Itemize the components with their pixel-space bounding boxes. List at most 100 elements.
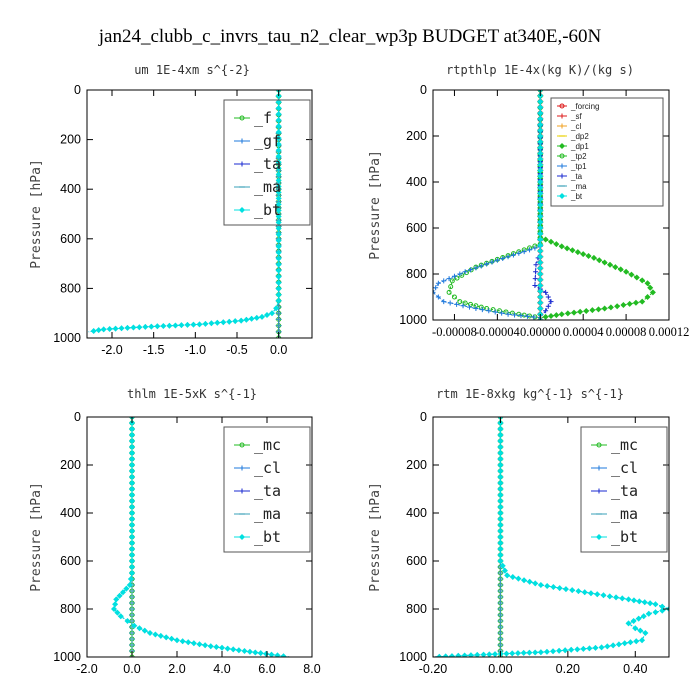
data-point — [574, 249, 581, 256]
data-point — [601, 305, 608, 312]
x-tick-label: 0.40 — [623, 662, 647, 676]
data-point — [190, 321, 197, 328]
data-point — [550, 584, 557, 591]
data-point — [112, 601, 119, 608]
data-point — [537, 173, 544, 180]
data-point — [275, 105, 282, 112]
data-point — [275, 153, 282, 160]
data-point — [592, 644, 599, 651]
legend-entry: _mc — [611, 436, 638, 454]
data-point — [124, 324, 131, 331]
data-point — [460, 303, 466, 309]
data-point — [537, 236, 544, 243]
data-point — [275, 219, 282, 226]
data-point — [537, 219, 544, 226]
data-point — [478, 263, 484, 269]
data-point — [241, 648, 248, 654]
y-tick-label: 200 — [60, 458, 81, 472]
legend-marker — [239, 534, 245, 540]
data-point — [129, 570, 135, 576]
data-point — [497, 426, 504, 432]
data-point — [113, 596, 120, 603]
legend-entry: _cl — [611, 459, 638, 477]
x-tick-label: 0.00008 — [606, 325, 647, 339]
data-point — [275, 261, 282, 268]
data-point — [275, 249, 282, 256]
legend-box — [580, 426, 668, 553]
data-point — [553, 312, 560, 319]
data-point — [497, 486, 504, 492]
data-point — [505, 254, 511, 260]
legend-entry: _cl — [254, 459, 281, 477]
legend-entry: _ma — [570, 182, 587, 191]
data-point — [129, 564, 135, 570]
page-title: jan24_clubb_c_invrs_tau_n2_clear_wp3p BU… — [98, 26, 602, 47]
data-point — [558, 311, 565, 318]
data-point — [238, 317, 245, 324]
data-point — [275, 207, 282, 214]
data-point — [580, 251, 587, 258]
x-tick-label: -0.5 — [226, 343, 248, 357]
data-point — [614, 303, 621, 310]
data-point — [580, 645, 587, 652]
data-point — [468, 267, 474, 273]
legend-entry: _ma — [254, 505, 281, 523]
data-point — [558, 243, 565, 250]
data-point — [473, 265, 479, 271]
data-point — [141, 627, 148, 634]
legend-entry: _bt — [570, 192, 583, 201]
data-point — [117, 613, 124, 620]
data-point — [130, 324, 137, 331]
legend: _forcing_sf_cl_dp2_dp1_tp2_tp1_ta_ma_bt — [550, 97, 664, 207]
data-point — [147, 630, 153, 636]
data-point — [537, 167, 544, 174]
data-point — [275, 279, 282, 286]
data-point — [275, 129, 282, 136]
legend-marker — [559, 173, 565, 179]
data-point — [545, 294, 551, 300]
data-point — [568, 646, 575, 653]
data-point — [630, 618, 637, 624]
data-point — [129, 540, 135, 546]
data-point — [542, 313, 549, 320]
data-point — [553, 241, 560, 248]
data-point — [630, 597, 637, 604]
data-point — [510, 252, 516, 258]
data-point — [518, 313, 524, 319]
data-point — [659, 603, 666, 610]
data-point — [275, 159, 282, 166]
data-point — [252, 649, 259, 656]
data-point — [537, 265, 544, 272]
data-point — [447, 300, 453, 306]
series-bt — [433, 417, 669, 657]
y-axis-label: Pressure [hPa] — [368, 150, 383, 260]
data-point — [275, 165, 282, 172]
data-point — [537, 115, 544, 122]
chart-panel-1: um 1E-4xm s^{-2} Pressure [hPa] 0 200 400 600… — [29, 63, 313, 357]
data-point — [168, 635, 175, 642]
data-point — [275, 243, 282, 250]
data-point — [537, 259, 544, 266]
data-point — [269, 310, 275, 317]
legend-marker — [239, 115, 245, 121]
data-point — [112, 325, 119, 332]
data-point — [435, 294, 441, 300]
data-point — [275, 273, 282, 280]
x-tick-label: 4.0 — [213, 662, 230, 676]
data-point — [497, 528, 504, 534]
data-point — [524, 313, 530, 319]
legend-marker — [559, 193, 565, 199]
data-point — [457, 299, 463, 305]
data-point — [148, 323, 155, 330]
data-point — [126, 582, 133, 588]
x-tick-label: 0.0 — [123, 662, 140, 676]
legend-entry: _forcing — [570, 102, 599, 111]
legend-entry: _ma — [254, 178, 281, 196]
data-point — [275, 267, 282, 274]
data-point — [499, 310, 505, 316]
data-point — [275, 189, 282, 196]
data-point — [275, 135, 282, 142]
data-point — [208, 320, 215, 327]
data-point — [129, 474, 135, 480]
